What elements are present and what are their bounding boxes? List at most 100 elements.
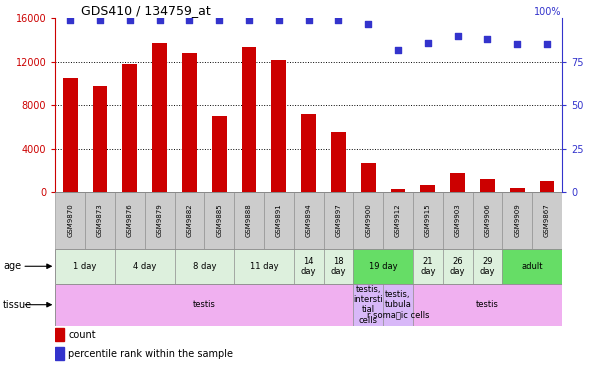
Bar xyxy=(115,249,174,284)
Text: testis,
tubula
r soma	ic cells: testis, tubula r soma ic cells xyxy=(367,290,429,320)
Text: GDS410 / 134759_at: GDS410 / 134759_at xyxy=(81,4,210,17)
Text: GSM9867: GSM9867 xyxy=(544,203,550,238)
Bar xyxy=(420,184,435,192)
Bar xyxy=(353,192,383,249)
Point xyxy=(66,17,75,23)
Bar xyxy=(383,192,413,249)
Bar xyxy=(502,192,532,249)
Text: 19 day: 19 day xyxy=(369,262,397,271)
Bar xyxy=(272,60,286,192)
Text: GSM9873: GSM9873 xyxy=(97,203,103,238)
Text: GSM9879: GSM9879 xyxy=(157,203,163,238)
Bar xyxy=(480,179,495,192)
Bar xyxy=(264,192,294,249)
Bar xyxy=(242,46,257,192)
Bar xyxy=(234,192,264,249)
Point xyxy=(125,17,135,23)
Text: GSM9876: GSM9876 xyxy=(127,203,133,238)
Text: count: count xyxy=(69,329,96,340)
Bar xyxy=(540,181,555,192)
Bar xyxy=(55,192,85,249)
Bar xyxy=(353,284,383,326)
Bar xyxy=(391,190,406,192)
Text: 14
day: 14 day xyxy=(301,257,316,276)
Bar xyxy=(55,249,115,284)
Point xyxy=(513,41,522,47)
Point xyxy=(155,17,165,23)
Text: 29
day: 29 day xyxy=(480,257,495,276)
Point xyxy=(95,17,105,23)
Bar xyxy=(532,192,562,249)
Bar xyxy=(361,163,376,192)
Bar xyxy=(234,249,294,284)
Text: testis: testis xyxy=(476,300,499,309)
Text: GSM9897: GSM9897 xyxy=(335,203,341,238)
Point xyxy=(423,40,433,46)
Bar xyxy=(443,249,472,284)
Bar xyxy=(472,249,502,284)
Point xyxy=(393,47,403,53)
Text: GSM9915: GSM9915 xyxy=(425,204,431,237)
Bar xyxy=(450,173,465,192)
Bar xyxy=(55,284,353,326)
Bar xyxy=(443,192,472,249)
Text: testis: testis xyxy=(193,300,216,309)
Bar xyxy=(123,64,137,192)
Bar xyxy=(510,188,525,192)
Point xyxy=(364,20,373,26)
Text: 18
day: 18 day xyxy=(331,257,346,276)
Text: GSM9906: GSM9906 xyxy=(484,203,490,238)
Bar xyxy=(413,284,562,326)
Point xyxy=(185,17,194,23)
Point xyxy=(483,36,492,42)
Bar xyxy=(115,192,145,249)
Text: age: age xyxy=(3,261,21,271)
Text: GSM9903: GSM9903 xyxy=(454,203,460,238)
Text: percentile rank within the sample: percentile rank within the sample xyxy=(69,348,233,359)
Bar xyxy=(182,53,197,192)
Text: 21
day: 21 day xyxy=(420,257,436,276)
Text: testis,
intersti
tial
cells: testis, intersti tial cells xyxy=(353,285,383,325)
Text: tissue: tissue xyxy=(3,300,32,310)
Bar xyxy=(331,132,346,192)
Text: GSM9885: GSM9885 xyxy=(216,204,222,237)
Bar xyxy=(323,192,353,249)
Text: GSM9882: GSM9882 xyxy=(186,204,192,237)
Bar xyxy=(294,249,323,284)
Point xyxy=(215,17,224,23)
Bar xyxy=(93,86,108,192)
Bar xyxy=(204,192,234,249)
Bar xyxy=(174,192,204,249)
Text: GSM9900: GSM9900 xyxy=(365,203,371,238)
Text: GSM9891: GSM9891 xyxy=(276,203,282,238)
Text: GSM9909: GSM9909 xyxy=(514,203,520,238)
Bar xyxy=(174,249,234,284)
Bar xyxy=(472,192,502,249)
Bar xyxy=(55,347,64,360)
Text: 26
day: 26 day xyxy=(450,257,465,276)
Bar xyxy=(502,249,562,284)
Point xyxy=(334,17,343,23)
Bar xyxy=(301,114,316,192)
Text: adult: adult xyxy=(522,262,543,271)
Bar xyxy=(55,328,64,341)
Text: 4 day: 4 day xyxy=(133,262,156,271)
Bar xyxy=(145,192,174,249)
Bar xyxy=(353,249,413,284)
Bar xyxy=(413,192,443,249)
Text: 8 day: 8 day xyxy=(192,262,216,271)
Point xyxy=(274,17,284,23)
Bar xyxy=(212,116,227,192)
Text: GSM9870: GSM9870 xyxy=(67,203,73,238)
Bar xyxy=(413,249,443,284)
Bar xyxy=(152,43,167,192)
Text: GSM9894: GSM9894 xyxy=(306,204,311,237)
Point xyxy=(244,17,254,23)
Point xyxy=(304,17,314,23)
Bar xyxy=(63,78,78,192)
Bar xyxy=(85,192,115,249)
Text: 1 day: 1 day xyxy=(73,262,97,271)
Text: 100%: 100% xyxy=(534,7,562,16)
Text: GSM9888: GSM9888 xyxy=(246,203,252,238)
Point xyxy=(453,33,462,39)
